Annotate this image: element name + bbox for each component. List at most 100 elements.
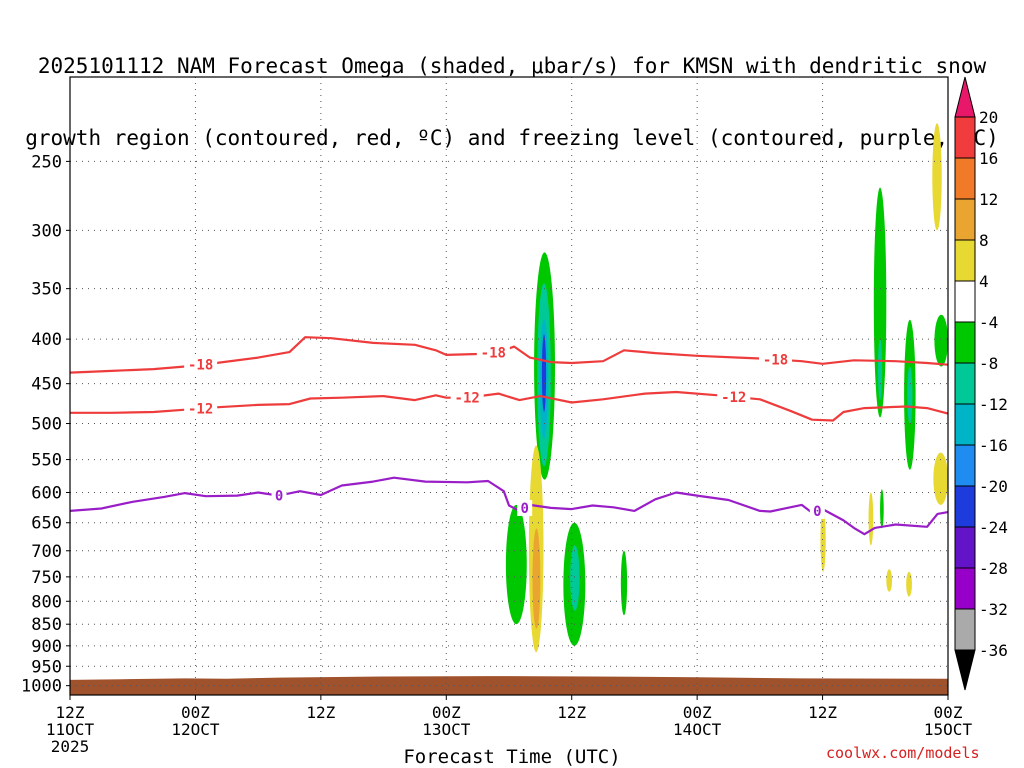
y-tick-label-700: 700 (31, 542, 62, 562)
contour-layer: -18 -18 -18 -12 -12 -12 0 0 0 (69, 336, 949, 536)
y-tick-label-950: 950 (31, 657, 62, 677)
contour-label--12-1: -12 (455, 391, 480, 407)
colorbar-box-2 (954, 198, 976, 241)
y-tick-label-350: 350 (31, 280, 62, 300)
contour-label--12-0: -12 (188, 401, 213, 417)
y-tick-label-450: 450 (31, 375, 62, 395)
omega-region-8 (570, 545, 580, 611)
y-tick-label-750: 750 (31, 568, 62, 588)
y-tick-label-550: 550 (31, 451, 62, 471)
colorbar-label-6: -8 (979, 354, 998, 373)
y-tick-label-1000: 1000 (21, 677, 62, 697)
colorbar-box-8 (954, 444, 976, 487)
y-tick-label-300: 300 (31, 221, 62, 241)
colorbar-box-3 (954, 239, 976, 282)
x-tick-label-0-1: 11OCT (46, 720, 95, 739)
omega-region-16 (880, 489, 884, 529)
omega-region-14 (907, 366, 913, 424)
colorbar-label-11: -28 (979, 559, 1008, 578)
colorbar-label-1: 16 (979, 149, 998, 168)
x-tick-label-36-0: 00Z (432, 703, 461, 722)
x-tick-label-72-0: 12Z (808, 703, 837, 722)
colorbar-label-0: 20 (979, 108, 998, 127)
colorbar-box-9 (954, 485, 976, 528)
x-tick-label-84-0: 00Z (934, 703, 963, 722)
x-tick-label-24-0: 12Z (306, 703, 335, 722)
x-tick-label-84-1: 15OCT (924, 720, 973, 739)
grid-layer (70, 77, 948, 695)
colorbar-box-1 (954, 157, 976, 200)
contour-label-bg-0-0 (271, 487, 287, 504)
x-tick-label-0-2: 2025 (51, 737, 90, 756)
x-tick-label-36-1: 13OCT (422, 720, 471, 739)
contour-label-bg--18-1 (476, 344, 510, 361)
x-tick-label-60-1: 14OCT (673, 720, 722, 739)
contour-label-bg-0-1 (517, 499, 533, 516)
x-axis-title: Forecast Time (UTC) (403, 746, 621, 768)
colorbar: 20 16 12 8 4 -4 -8 -12 -16 -20 -24 -28 -32 -36 (954, 76, 1008, 691)
contour-label--12-2: -12 (721, 390, 746, 406)
omega-region-6 (505, 504, 527, 625)
contour-label-bg-0-2 (809, 502, 825, 519)
contour-label-bg--18-0 (184, 356, 218, 373)
contour-line-0 (69, 476, 949, 536)
chart-title: 2025101112 NAM Forecast Omega (shaded, μ… (0, 6, 1024, 174)
colorbar-label-5: -4 (979, 313, 998, 332)
x-tick-label-0-0: 12Z (56, 703, 85, 722)
y-axis: 2503003504004505005506006507007508008509… (21, 152, 70, 697)
y-tick-label-400: 400 (31, 330, 62, 350)
contour-label-0-1: 0 (520, 501, 528, 517)
chart-title-line-1: 2025101112 NAM Forecast Omega (shaded, μ… (37, 54, 987, 78)
omega-region-17 (886, 569, 893, 592)
y-tick-label-500: 500 (31, 415, 62, 435)
x-tick-label-12-0: 00Z (181, 703, 210, 722)
contour-line--12 (70, 390, 949, 422)
omega-region-5 (532, 528, 541, 629)
y-tick-label-800: 800 (31, 592, 62, 612)
y-tick-label-250: 250 (31, 152, 62, 172)
omega-region-18 (906, 571, 912, 597)
contour-label-bg--12-2 (717, 388, 751, 405)
contour-label-0-2: 0 (813, 504, 821, 520)
x-tick-label-48-0: 12Z (557, 703, 586, 722)
colorbar-box-7 (954, 403, 976, 446)
credit-text: coolwx.com/models (826, 744, 980, 762)
x-tick-label-12-1: 12OCT (171, 720, 220, 739)
colorbar-label-13: -36 (979, 641, 1008, 660)
contour-label--18-1: -18 (481, 346, 506, 362)
omega-region-19 (932, 123, 942, 231)
colorbar-top-arrow (954, 76, 976, 118)
omega-shading-layer (505, 123, 949, 653)
colorbar-box-6 (954, 362, 976, 405)
contour-label-bg--12-1 (450, 389, 484, 406)
colorbar-label-12: -32 (979, 600, 1008, 619)
plot-frame (69, 76, 949, 696)
omega-region-21 (933, 452, 949, 505)
chart-title-line-2: growth region (contoured, red, ºC) and f… (25, 126, 999, 150)
colorbar-label-2: 12 (979, 190, 998, 209)
colorbar-label-4: 4 (979, 272, 989, 291)
contour-label-bg--12-0 (184, 400, 218, 417)
colorbar-label-10: -24 (979, 518, 1008, 537)
y-tick-label-900: 900 (31, 637, 62, 657)
colorbar-box-4 (954, 280, 976, 323)
y-tick-label-600: 600 (31, 483, 62, 503)
colorbar-box-12 (954, 608, 976, 651)
contour-label-bg--18-2 (759, 351, 793, 368)
omega-region-12 (877, 339, 883, 401)
omega-region-15 (868, 492, 874, 546)
colorbar-label-8: -16 (979, 436, 1008, 455)
omega-region-9 (620, 550, 628, 616)
colorbar-label-9: -20 (979, 477, 1008, 496)
colorbar-bottom-arrow (954, 649, 976, 691)
contour-line--18 (69, 336, 949, 374)
plot-border (69, 76, 949, 696)
omega-region-10 (820, 507, 826, 572)
colorbar-box-11 (954, 567, 976, 610)
omega-region-20 (934, 314, 948, 367)
colorbar-box-10 (954, 526, 976, 569)
x-tick-label-60-0: 00Z (683, 703, 712, 722)
y-tick-label-850: 850 (31, 615, 62, 635)
